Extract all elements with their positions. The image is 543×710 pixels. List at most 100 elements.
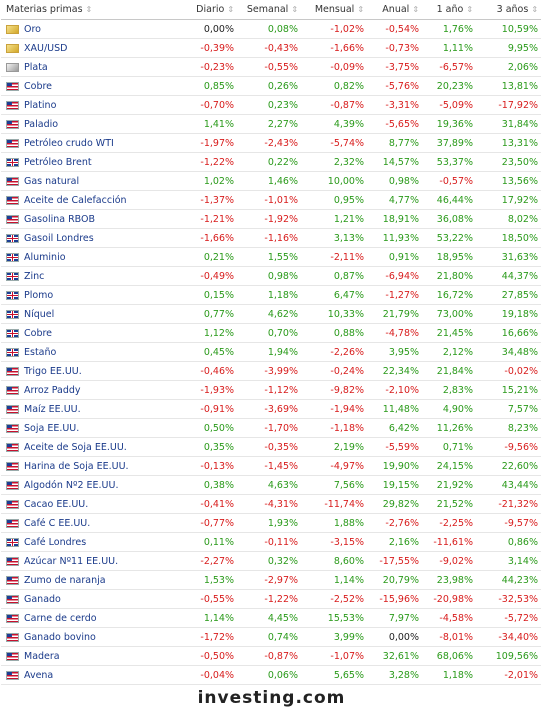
change-three-years-cell: 16,66% xyxy=(476,323,542,343)
commodity-link[interactable]: Cobre xyxy=(24,80,53,92)
commodity-link[interactable]: Gasolina RBOB xyxy=(24,213,96,225)
commodity-link[interactable]: Trigo EE.UU. xyxy=(24,365,82,377)
flag-cell xyxy=(1,95,21,115)
uk-flag-icon xyxy=(6,347,19,357)
header-weekly[interactable]: Semanal ⇕ xyxy=(237,0,302,20)
change-daily-cell: -1,22% xyxy=(181,152,238,172)
change-yearly-cell: -5,76% xyxy=(367,76,423,96)
commodity-name-cell: Maíz EE.UU. xyxy=(21,399,182,419)
commodity-link[interactable]: Cobre xyxy=(24,327,53,339)
commodity-link[interactable]: Madera xyxy=(24,650,60,662)
change-daily-cell: -1,37% xyxy=(181,190,238,210)
commodity-link[interactable]: Plomo xyxy=(24,289,54,301)
change-weekly-cell: 0,22% xyxy=(237,152,302,172)
commodity-link[interactable]: Aluminio xyxy=(24,251,66,263)
change-one-year-cell: 21,52% xyxy=(422,494,477,514)
us-flag-icon xyxy=(6,575,19,585)
change-yearly-cell: 2,16% xyxy=(367,532,423,552)
commodity-link[interactable]: Café Londres xyxy=(24,536,87,548)
commodity-link[interactable]: Aceite de Calefacción xyxy=(24,194,127,206)
commodity-link[interactable]: Azúcar Nº11 EE.UU. xyxy=(24,555,119,567)
commodity-link[interactable]: XAU/USD xyxy=(24,42,68,54)
change-yearly-cell: 0,00% xyxy=(367,627,423,647)
sort-icon: ⇕ xyxy=(291,5,299,14)
change-three-years-cell: -0,02% xyxy=(476,361,542,381)
commodity-link[interactable]: Harina de Soja EE.UU. xyxy=(24,460,129,472)
change-yearly-cell: -6,94% xyxy=(367,266,423,286)
flag-cell xyxy=(1,152,21,172)
change-yearly-cell: 21,79% xyxy=(367,304,423,324)
header-three-years[interactable]: 3 años ⇕ xyxy=(476,0,542,20)
commodity-link[interactable]: Gasoil Londres xyxy=(24,232,94,244)
flag-cell xyxy=(1,247,21,267)
change-yearly-cell: -3,75% xyxy=(367,57,423,77)
table-row: Gasoil Londres -1,66% -1,16% 3,13% 11,93% 53,… xyxy=(1,228,542,248)
change-one-year-cell: -2,25% xyxy=(422,513,477,533)
commodity-name-cell: Cobre xyxy=(21,76,182,96)
commodity-link[interactable]: Ganado bovino xyxy=(24,631,96,643)
table-row: Plata -0,23% -0,55% -0,09% -3,75% -6,57% 2,06% xyxy=(1,57,542,77)
change-yearly-cell: -3,31% xyxy=(367,95,423,115)
commodity-name-cell: Trigo EE.UU. xyxy=(21,361,182,381)
change-three-years-cell: 7,57% xyxy=(476,399,542,419)
change-monthly-cell: 8,60% xyxy=(301,551,368,571)
change-daily-cell: -0,70% xyxy=(181,95,238,115)
flag-cell xyxy=(1,589,21,609)
commodity-link[interactable]: Níquel xyxy=(24,308,55,320)
header-daily[interactable]: Diario ⇕ xyxy=(181,0,238,20)
commodity-link[interactable]: Avena xyxy=(24,669,54,681)
commodity-link[interactable]: Plata xyxy=(24,61,48,73)
commodity-link[interactable]: Café C EE.UU. xyxy=(24,517,91,529)
table-row: Zinc -0,49% 0,98% 0,87% -6,94% 21,80% 44,37% xyxy=(1,266,542,286)
commodity-name-cell: Azúcar Nº11 EE.UU. xyxy=(21,551,182,571)
us-flag-icon xyxy=(6,176,19,186)
uk-flag-icon xyxy=(6,271,19,281)
us-flag-icon xyxy=(6,670,19,680)
commodity-name-cell: Platino xyxy=(21,95,182,115)
change-monthly-cell: 0,82% xyxy=(301,76,368,96)
commodity-link[interactable]: Ganado xyxy=(24,593,61,605)
commodity-link[interactable]: Platino xyxy=(24,99,57,111)
commodity-link[interactable]: Petróleo Brent xyxy=(24,156,92,168)
change-monthly-cell: 6,47% xyxy=(301,285,368,305)
commodity-link[interactable]: Zumo de naranja xyxy=(24,574,106,586)
change-daily-cell: 0,21% xyxy=(181,247,238,267)
change-daily-cell: -0,13% xyxy=(181,456,238,476)
flag-cell xyxy=(1,133,21,153)
header-yearly[interactable]: Anual ⇕ xyxy=(367,0,423,20)
change-yearly-cell: 0,98% xyxy=(367,171,423,191)
gold-flag-icon xyxy=(6,43,19,53)
commodity-link[interactable]: Aceite de Soja EE.UU. xyxy=(24,441,127,453)
commodity-link[interactable]: Gas natural xyxy=(24,175,80,187)
change-daily-cell: -0,04% xyxy=(181,665,238,685)
change-daily-cell: -0,39% xyxy=(181,38,238,58)
commodity-link[interactable]: Cacao EE.UU. xyxy=(24,498,89,510)
header-three-years-label: 3 años xyxy=(496,4,529,15)
change-monthly-cell: -1,07% xyxy=(301,646,368,666)
header-one-year[interactable]: 1 año ⇕ xyxy=(422,0,477,20)
commodity-link[interactable]: Estaño xyxy=(24,346,57,358)
commodity-link[interactable]: Paladio xyxy=(24,118,59,130)
commodity-link[interactable]: Algodón Nº2 EE.UU. xyxy=(24,479,119,491)
commodity-link[interactable]: Maíz EE.UU. xyxy=(24,403,81,415)
change-monthly-cell: 1,88% xyxy=(301,513,368,533)
commodity-link[interactable]: Arroz Paddy xyxy=(24,384,81,396)
commodity-link[interactable]: Soja EE.UU. xyxy=(24,422,80,434)
change-monthly-cell: 1,14% xyxy=(301,570,368,590)
us-flag-icon xyxy=(6,81,19,91)
commodity-link[interactable]: Oro xyxy=(24,23,41,35)
header-monthly[interactable]: Mensual ⇕ xyxy=(301,0,368,20)
change-daily-cell: 1,53% xyxy=(181,570,238,590)
change-monthly-cell: -1,66% xyxy=(301,38,368,58)
change-yearly-cell: -2,76% xyxy=(367,513,423,533)
us-flag-icon xyxy=(6,119,19,129)
change-one-year-cell: 16,72% xyxy=(422,285,477,305)
change-one-year-cell: 20,23% xyxy=(422,76,477,96)
commodity-link[interactable]: Carne de cerdo xyxy=(24,612,97,624)
header-name[interactable]: Materias primas ⇕ xyxy=(1,0,182,20)
commodity-link[interactable]: Zinc xyxy=(24,270,45,282)
change-yearly-cell: 20,79% xyxy=(367,570,423,590)
commodity-link[interactable]: Petróleo crudo WTI xyxy=(24,137,114,149)
flag-cell xyxy=(1,323,21,343)
table-row: Cacao EE.UU. -0,41% -4,31% -11,74% 29,82% 21,… xyxy=(1,494,542,514)
